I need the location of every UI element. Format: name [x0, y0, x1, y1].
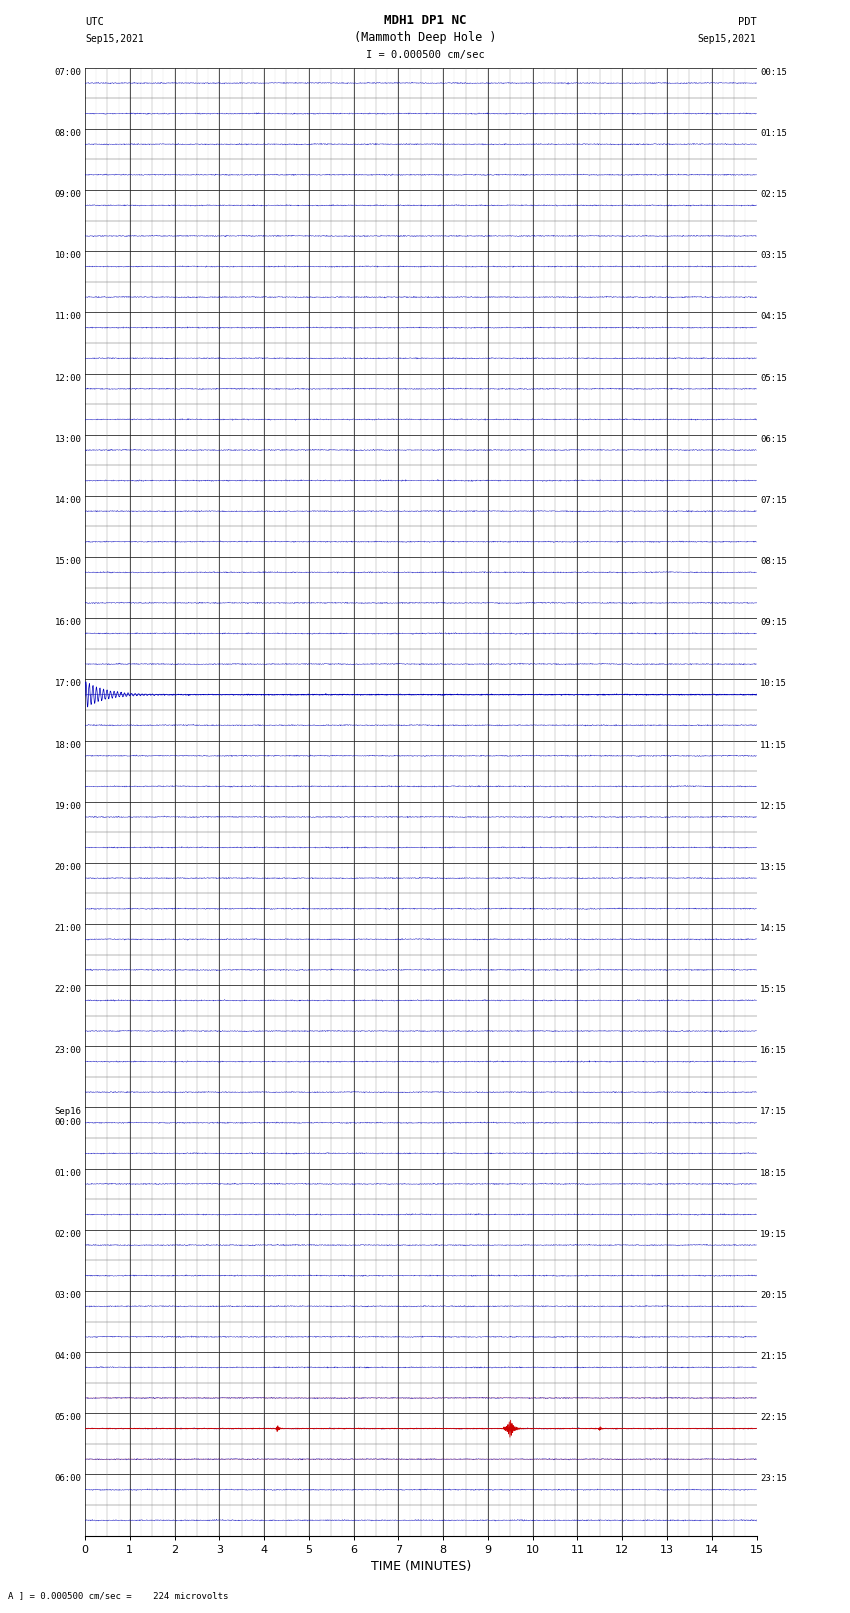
Text: 14:15: 14:15 [760, 924, 787, 932]
Text: 09:15: 09:15 [760, 618, 787, 627]
Text: 08:00: 08:00 [54, 129, 82, 137]
Text: 06:00: 06:00 [54, 1474, 82, 1484]
Text: 17:00: 17:00 [54, 679, 82, 689]
Text: 21:15: 21:15 [760, 1352, 787, 1361]
Text: 04:15: 04:15 [760, 313, 787, 321]
Text: 14:00: 14:00 [54, 495, 82, 505]
Text: 15:00: 15:00 [54, 556, 82, 566]
Text: 02:00: 02:00 [54, 1229, 82, 1239]
Text: 20:15: 20:15 [760, 1290, 787, 1300]
Text: Sep15,2021: Sep15,2021 [85, 34, 144, 44]
Text: 11:00: 11:00 [54, 313, 82, 321]
Text: 16:15: 16:15 [760, 1047, 787, 1055]
Text: 10:00: 10:00 [54, 252, 82, 260]
Text: 00:15: 00:15 [760, 68, 787, 77]
Text: 09:00: 09:00 [54, 190, 82, 198]
Text: 06:15: 06:15 [760, 436, 787, 444]
Text: 17:15: 17:15 [760, 1108, 787, 1116]
Text: 05:00: 05:00 [54, 1413, 82, 1423]
Text: 13:00: 13:00 [54, 436, 82, 444]
Text: 10:15: 10:15 [760, 679, 787, 689]
Text: 12:15: 12:15 [760, 802, 787, 811]
Text: 19:15: 19:15 [760, 1229, 787, 1239]
Text: 20:00: 20:00 [54, 863, 82, 871]
Text: 13:15: 13:15 [760, 863, 787, 871]
Text: Sep15,2021: Sep15,2021 [698, 34, 756, 44]
Text: 21:00: 21:00 [54, 924, 82, 932]
Text: 03:15: 03:15 [760, 252, 787, 260]
Text: 07:00: 07:00 [54, 68, 82, 77]
Text: (Mammoth Deep Hole ): (Mammoth Deep Hole ) [354, 31, 496, 44]
Text: UTC: UTC [85, 18, 104, 27]
Text: 03:00: 03:00 [54, 1290, 82, 1300]
Text: 19:00: 19:00 [54, 802, 82, 811]
Text: 12:00: 12:00 [54, 374, 82, 382]
Text: 18:00: 18:00 [54, 740, 82, 750]
Text: PDT: PDT [738, 18, 756, 27]
Text: 16:00: 16:00 [54, 618, 82, 627]
Text: 04:00: 04:00 [54, 1352, 82, 1361]
Text: MDH1 DP1 NC: MDH1 DP1 NC [383, 15, 467, 27]
X-axis label: TIME (MINUTES): TIME (MINUTES) [371, 1560, 471, 1573]
Text: 02:15: 02:15 [760, 190, 787, 198]
Text: 07:15: 07:15 [760, 495, 787, 505]
Text: 22:15: 22:15 [760, 1413, 787, 1423]
Text: 01:15: 01:15 [760, 129, 787, 137]
Text: 05:15: 05:15 [760, 374, 787, 382]
Text: 15:15: 15:15 [760, 986, 787, 994]
Text: 11:15: 11:15 [760, 740, 787, 750]
Text: 23:00: 23:00 [54, 1047, 82, 1055]
Text: I = 0.000500 cm/sec: I = 0.000500 cm/sec [366, 50, 484, 60]
Text: 08:15: 08:15 [760, 556, 787, 566]
Text: 23:15: 23:15 [760, 1474, 787, 1484]
Text: 22:00: 22:00 [54, 986, 82, 994]
Text: Sep16
00:00: Sep16 00:00 [54, 1108, 82, 1127]
Text: 01:00: 01:00 [54, 1168, 82, 1177]
Text: 18:15: 18:15 [760, 1168, 787, 1177]
Text: A ] = 0.000500 cm/sec =    224 microvolts: A ] = 0.000500 cm/sec = 224 microvolts [8, 1590, 229, 1600]
